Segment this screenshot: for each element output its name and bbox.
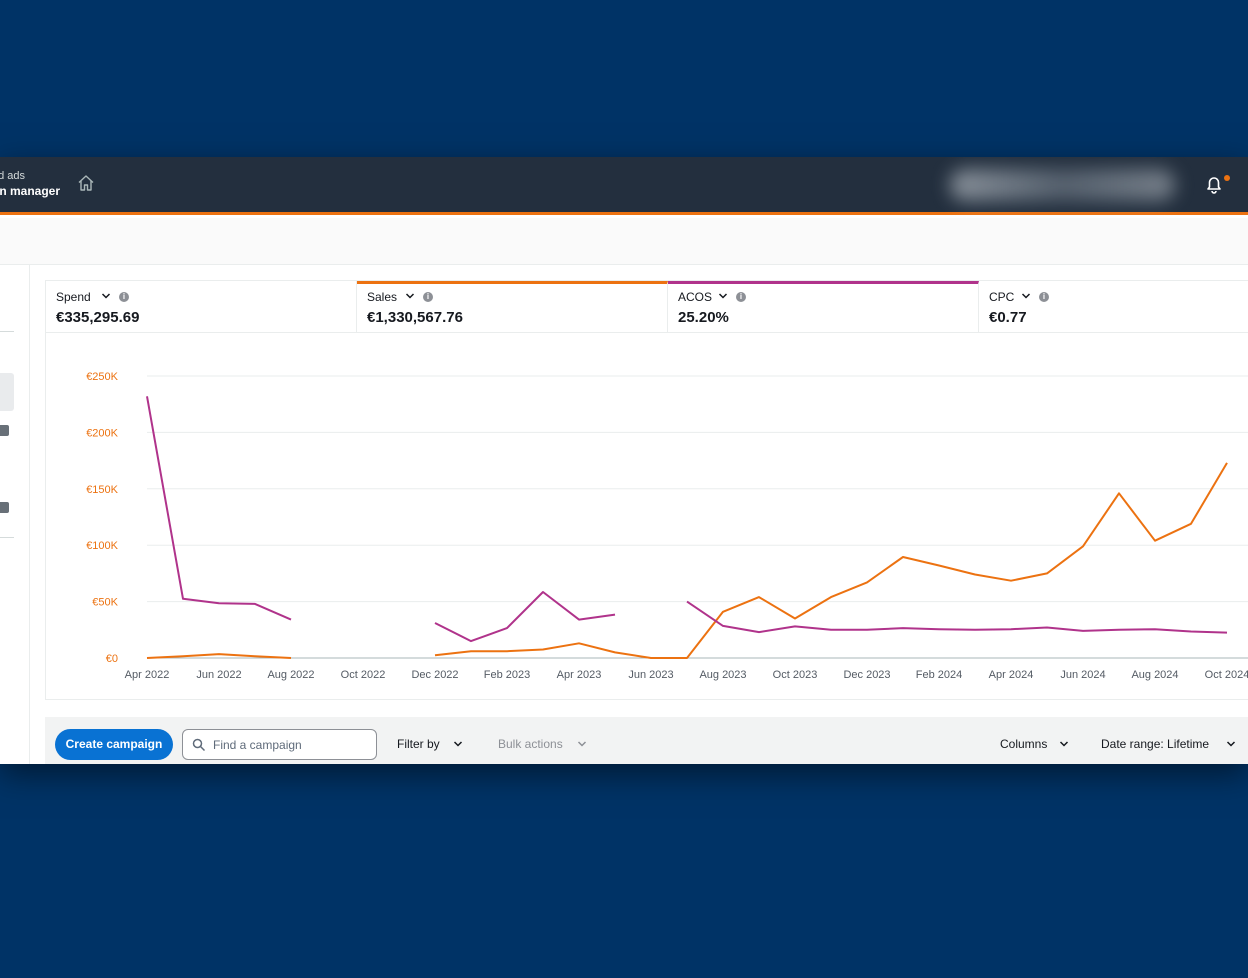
- x-tick-label: Jun 2024: [1060, 669, 1105, 681]
- rail-divider: [0, 331, 14, 332]
- chevron-down-icon[interactable]: [1021, 292, 1031, 300]
- x-tick-label: Apr 2023: [557, 669, 602, 681]
- info-icon[interactable]: i: [119, 292, 129, 302]
- metric-value: 25.20%: [678, 309, 729, 326]
- rail-tag: [0, 425, 9, 436]
- series-line-sales: [146, 653, 292, 659]
- x-tick-label: Oct 2023: [773, 669, 818, 681]
- campaign-toolbar: Create campaign Filter by Bulk actions C…: [45, 717, 1248, 764]
- create-campaign-button[interactable]: Create campaign: [55, 729, 173, 760]
- y-tick-label: €150K: [86, 484, 118, 496]
- rail-selected-item[interactable]: [0, 373, 14, 411]
- filter-by-dropdown[interactable]: Filter by: [397, 737, 440, 751]
- x-tick-label: Dec 2023: [843, 669, 890, 681]
- y-tick-label: €0: [106, 653, 118, 665]
- x-tick-label: Oct 2024: [1205, 669, 1248, 681]
- top-navigation-bar: ed ads gn manager: [0, 157, 1248, 215]
- x-tick-label: Feb 2024: [916, 669, 962, 681]
- x-tick-label: Oct 2022: [341, 669, 386, 681]
- y-tick-label: €100K: [86, 540, 118, 552]
- y-tick-label: €200K: [86, 427, 118, 439]
- date-range-dropdown[interactable]: Date range: Lifetime: [1101, 737, 1210, 751]
- series-line-acos: [434, 591, 616, 643]
- info-icon[interactable]: i: [423, 292, 433, 302]
- metric-value: €0.77: [989, 309, 1027, 326]
- brand-line-1: ed ads: [0, 170, 26, 182]
- metric-tile-cpc[interactable]: CPC i €0.77: [979, 281, 1248, 333]
- chevron-down-icon[interactable]: [405, 292, 415, 300]
- chevron-down-icon[interactable]: [453, 740, 463, 748]
- series-line-acos: [686, 600, 1228, 634]
- brand-title[interactable]: ed ads gn manager: [0, 169, 60, 199]
- metric-tile-sales[interactable]: Sales i €1,330,567.76: [357, 281, 668, 333]
- metric-label: Sales: [367, 290, 398, 304]
- info-icon[interactable]: i: [736, 292, 746, 302]
- home-icon[interactable]: [76, 173, 96, 193]
- campaign-search[interactable]: [182, 729, 377, 760]
- chevron-down-icon[interactable]: [1059, 740, 1069, 748]
- info-icon[interactable]: i: [1039, 292, 1049, 302]
- series-line-acos: [146, 396, 292, 621]
- columns-dropdown[interactable]: Columns: [1000, 737, 1048, 751]
- search-icon: [192, 738, 206, 752]
- notification-bell-icon[interactable]: [1203, 173, 1225, 195]
- x-tick-label: Jun 2023: [628, 669, 673, 681]
- chevron-down-icon[interactable]: [718, 292, 728, 300]
- metric-tile-acos[interactable]: ACOS i 25.20%: [668, 281, 979, 333]
- notification-badge: [1224, 175, 1230, 181]
- chevron-down-icon[interactable]: [577, 740, 587, 748]
- y-tick-label: €50K: [92, 597, 118, 609]
- chevron-down-icon[interactable]: [1226, 740, 1236, 748]
- metric-label: Spend: [56, 290, 91, 304]
- rail-tag: [0, 502, 9, 513]
- x-tick-label: Feb 2023: [484, 669, 530, 681]
- x-tick-label: Apr 2022: [125, 669, 170, 681]
- left-rail: [0, 265, 30, 764]
- x-tick-label: Apr 2024: [989, 669, 1034, 681]
- x-tick-label: Aug 2023: [699, 669, 746, 681]
- metric-value: €335,295.69: [56, 309, 140, 326]
- metric-label: ACOS: [678, 290, 713, 304]
- metric-tile-spend[interactable]: Spend i €335,295.69: [46, 281, 357, 333]
- blurred-account-info: [950, 169, 1175, 201]
- search-input[interactable]: [213, 736, 368, 754]
- y-tick-label: €250K: [86, 371, 118, 383]
- x-tick-label: Jun 2022: [196, 669, 241, 681]
- sub-header: [0, 218, 1248, 265]
- metric-label: CPC: [989, 290, 1015, 304]
- bulk-actions-dropdown[interactable]: Bulk actions: [498, 737, 563, 751]
- x-tick-label: Aug 2022: [267, 669, 314, 681]
- x-tick-label: Aug 2024: [1131, 669, 1178, 681]
- performance-line-chart: €0 €50K €100K €150K €200K €250K Apr 2022 Jun 20…: [86, 371, 1248, 681]
- chevron-down-icon[interactable]: [101, 292, 111, 300]
- performance-panel: Spend i €335,295.69 Sales i €1,330,567.7…: [45, 280, 1248, 700]
- rail-divider: [0, 537, 14, 538]
- metric-value: €1,330,567.76: [367, 309, 463, 326]
- series-line-sales: [434, 462, 1228, 659]
- app-window: ed ads gn manager Spend i €335,295.69 Sa…: [0, 157, 1248, 764]
- x-tick-label: Dec 2022: [411, 669, 458, 681]
- brand-line-2: gn manager: [0, 184, 61, 198]
